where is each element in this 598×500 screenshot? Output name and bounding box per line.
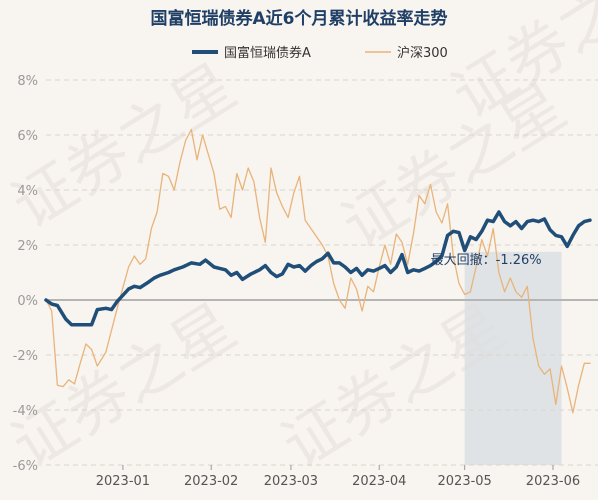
gridlines bbox=[46, 79, 598, 466]
watermark-text: 证券之星 bbox=[0, 289, 248, 482]
drawdown-label: 最大回撤：-1.26% bbox=[431, 252, 542, 268]
y-tick-label: -6% bbox=[13, 459, 38, 474]
y-tick-label: 0% bbox=[17, 294, 38, 309]
y-tick-label: -4% bbox=[13, 404, 38, 419]
series-line-fund bbox=[44, 210, 592, 327]
x-axis: 2023-01 2023-02 2023-03 2023-04 2023-05 2023-… bbox=[96, 465, 580, 489]
y-tick-label: 2% bbox=[17, 239, 38, 254]
y-axis: -6% -4% -2% 0% 2% 4% 6% 8% bbox=[13, 74, 38, 474]
series-line-benchmark bbox=[45, 128, 591, 414]
x-tick-label: 2023-02 bbox=[184, 474, 238, 489]
x-tick-label: 2023-04 bbox=[352, 474, 406, 489]
y-tick-label: 4% bbox=[17, 184, 38, 199]
x-tick-label: 2023-05 bbox=[438, 474, 492, 489]
watermark-text: 证券之星 bbox=[329, 69, 578, 262]
drawdown-shade bbox=[464, 251, 562, 465]
y-tick-label: 8% bbox=[17, 74, 38, 89]
plot-area bbox=[44, 128, 592, 414]
legend: 国富恒瑞债券A 沪深300 bbox=[192, 45, 448, 61]
y-tick-label: -2% bbox=[13, 349, 38, 364]
drawdown-area bbox=[464, 251, 562, 465]
x-tick-label: 2023-03 bbox=[264, 474, 318, 489]
legend-label-series-0: 国富恒瑞债券A bbox=[224, 45, 311, 61]
x-tick-label: 2023-01 bbox=[96, 474, 150, 489]
annotations: 最大回撤：-1.26% bbox=[431, 252, 542, 268]
legend-label-series-1: 沪深300 bbox=[397, 45, 448, 61]
x-tick-label: 2023-06 bbox=[526, 474, 580, 489]
chart-title: 国富恒瑞债券A近6个月累计收益率走势 bbox=[151, 8, 448, 29]
y-tick-label: 6% bbox=[17, 129, 38, 144]
